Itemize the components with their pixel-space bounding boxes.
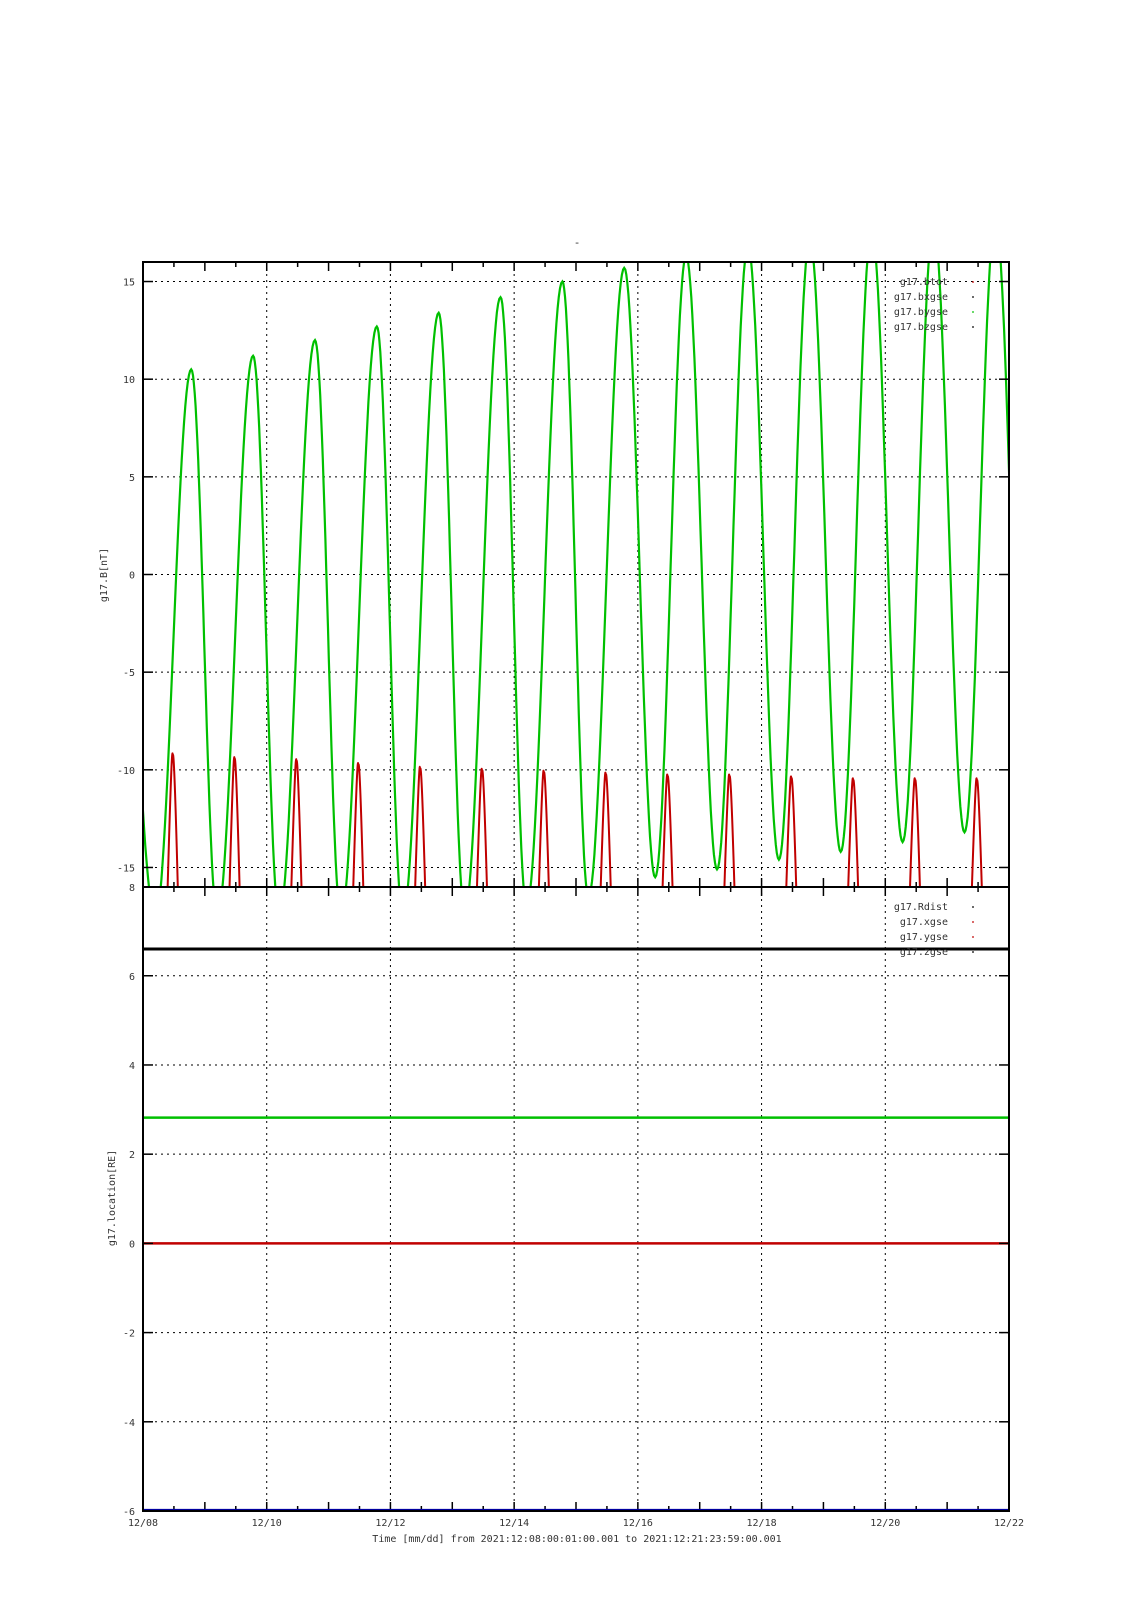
series-g17-btot-spike: [599, 771, 612, 887]
panel2-legend: g17.Rdist g17.xgse g17.ygse g17.zgse: [894, 902, 974, 958]
legend-marker-bzgse: [972, 326, 974, 328]
legend-rdist: g17.Rdist: [894, 902, 948, 913]
panel2-y-tick-label: 0: [129, 1239, 135, 1250]
panel-magnetic-field: 15 10 5 0 -5 -10 -15 g17.B[nT] g17.btot g17.bx…: [99, 261, 1010, 888]
x-tick-label: 12/08: [128, 1518, 158, 1529]
panel2-y-tick-label: -6: [123, 1507, 135, 1518]
legend-marker-bygse: [972, 311, 974, 313]
x-axis-tick-labels: 12/08 12/10 12/12 12/14 12/16 12/18 12/20 12/22: [128, 1518, 1024, 1529]
panel1-grid: [143, 262, 1009, 887]
x-tick-label: 12/12: [375, 1518, 405, 1529]
panel2-y-tick-label: 2: [129, 1150, 135, 1161]
x-tick-label: 12/22: [994, 1518, 1024, 1529]
panel2-series: [143, 1116, 1009, 1511]
panel2-upper-tick: 8: [129, 883, 135, 894]
legend-btot: g17.btot: [900, 277, 948, 288]
panel1-y-tick-label: 0: [129, 571, 135, 582]
panel1-series: [143, 262, 1009, 887]
chart-title: -: [574, 236, 581, 249]
x-axis-time-label: Time [mm/dd] from 2021:12:08:00:01:00.00…: [372, 1534, 781, 1545]
panel1-y-tick-label: -15: [117, 863, 135, 874]
series-g17-btot-spike: [847, 777, 860, 887]
series-g17-btot-spike: [166, 752, 179, 887]
panel1-y-ticks: 15 10 5 0 -5 -10 -15: [117, 278, 1009, 874]
legend-marker-btot: [972, 281, 974, 283]
series-g17-btot-spike: [290, 758, 303, 887]
legend-bxgse: g17.bxgse: [894, 292, 948, 303]
legend-bygse: g17.bygse: [894, 307, 948, 318]
legend-marker-zgse: [972, 951, 974, 953]
legend-marker-rdist: [972, 906, 974, 908]
legend-bzgse: g17.bzgse: [894, 322, 948, 333]
series-g17-btot-spike: [352, 762, 365, 887]
panel1-y-tick-label: 10: [123, 375, 135, 386]
panel2-ylabel: g17.location[RE]: [107, 1150, 118, 1246]
panel1-y-tick-label: -5: [123, 668, 135, 679]
panel2-y-ticks: 6 4 2 0 -2 -4 -6: [123, 972, 1009, 1518]
legend-marker-bxgse: [972, 296, 974, 298]
x-tick-label: 12/14: [499, 1518, 529, 1529]
series-g17-btot-spike: [475, 767, 488, 887]
legend-ygse: g17.ygse: [900, 932, 948, 943]
legend-marker-xgse: [972, 921, 974, 923]
series-g17-bygse-line: [143, 262, 1009, 887]
panel2-y-tick-label: 4: [129, 1061, 135, 1072]
x-tick-label: 12/16: [623, 1518, 653, 1529]
panel1-ylabel: g17.B[nT]: [99, 548, 110, 602]
series-g17-btot-spike: [414, 765, 427, 887]
series-g17-btot-spike: [723, 773, 736, 887]
series-g17-btot-spike: [970, 777, 983, 887]
panel-location: 8 6 4 2 0 -2 -4 -6 g17.location[RE] g17.Rdist …: [107, 883, 1010, 1518]
series-g17-btot-spike: [785, 775, 798, 887]
legend-xgse: g17.xgse: [900, 917, 948, 928]
panel2-grid: [143, 887, 1009, 1512]
panel1-legend: g17.btot g17.bxgse g17.bygse g17.bzgse: [894, 277, 974, 333]
series-g17-btot-spike: [537, 769, 550, 887]
panel2-frame: [142, 886, 1010, 1512]
legend-marker-ygse: [972, 936, 974, 938]
panel2-y-tick-label: 6: [129, 972, 135, 983]
panel1-y-tick-label: -10: [117, 766, 135, 777]
series-g17-btot-spike: [661, 773, 674, 887]
series-g17-btot-spike: [909, 777, 921, 887]
panel1-y-tick-label: 5: [129, 473, 135, 484]
panel2-y-tick-label: -4: [123, 1418, 135, 1429]
x-tick-label: 12/20: [870, 1518, 900, 1529]
legend-zgse: g17.zgse: [900, 947, 948, 958]
series-g17-btot-spike: [228, 756, 241, 887]
x-tick-label: 12/18: [747, 1518, 777, 1529]
panel2-y-tick-label: -2: [123, 1329, 135, 1340]
panel1-y-tick-label: 15: [123, 278, 135, 289]
x-tick-label: 12/10: [252, 1518, 282, 1529]
